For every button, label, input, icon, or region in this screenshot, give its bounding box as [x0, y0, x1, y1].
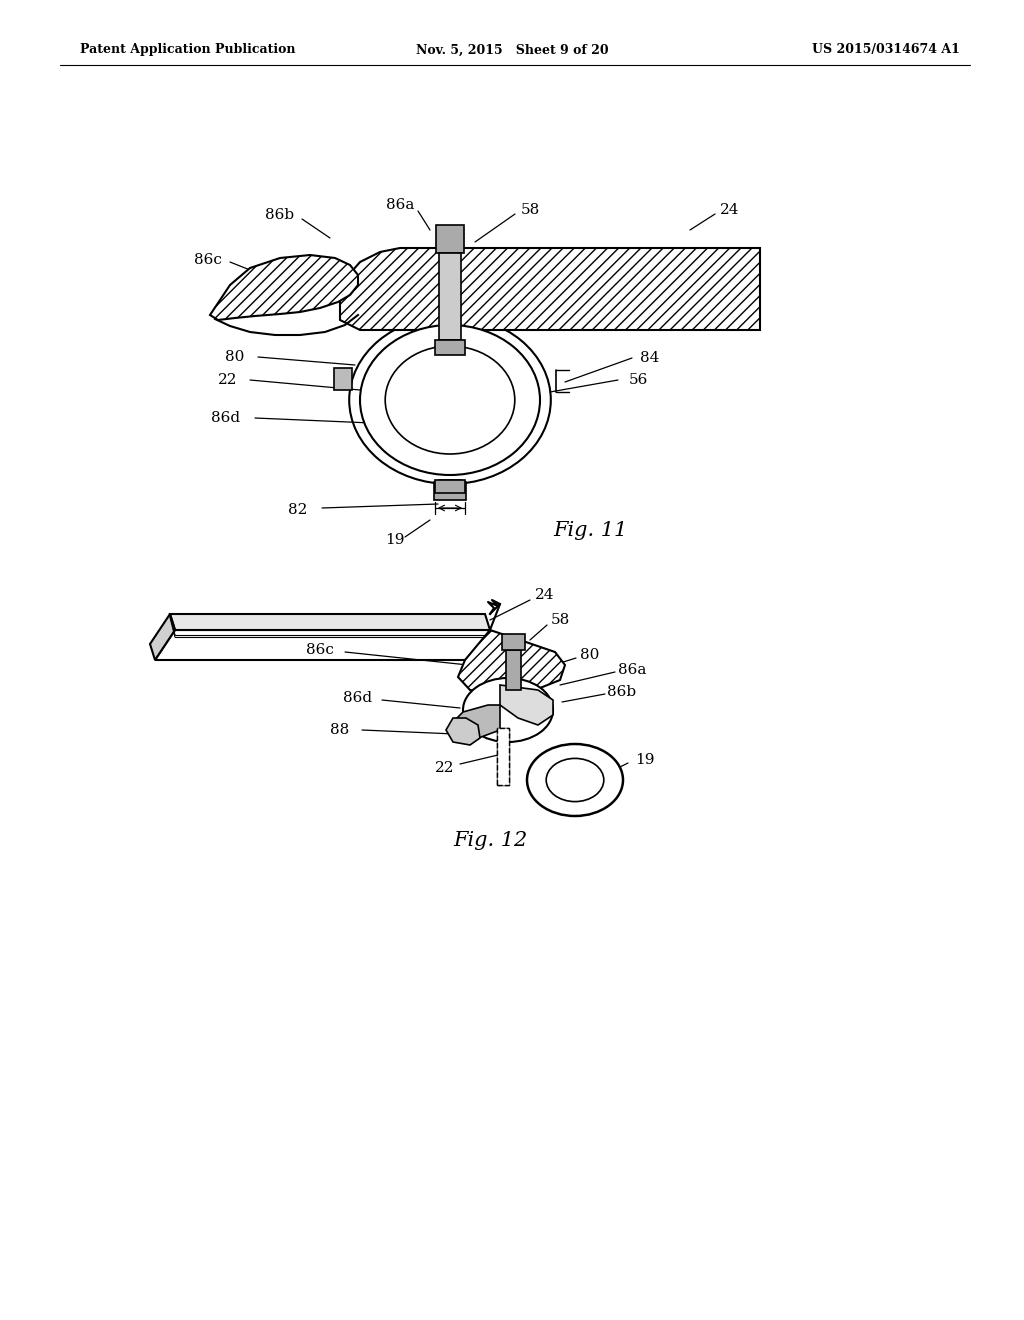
Polygon shape	[170, 614, 490, 630]
Ellipse shape	[463, 678, 553, 742]
Text: 86c: 86c	[195, 253, 222, 267]
Text: 58: 58	[520, 203, 540, 216]
Polygon shape	[150, 614, 175, 660]
Text: 86d: 86d	[211, 411, 241, 425]
Polygon shape	[434, 482, 466, 500]
Polygon shape	[453, 705, 500, 741]
Ellipse shape	[546, 759, 604, 801]
Text: Fig. 11: Fig. 11	[553, 520, 627, 540]
Text: 24: 24	[536, 587, 555, 602]
Text: Nov. 5, 2015   Sheet 9 of 20: Nov. 5, 2015 Sheet 9 of 20	[416, 44, 608, 57]
Text: 86a: 86a	[617, 663, 646, 677]
Polygon shape	[340, 248, 760, 330]
Polygon shape	[458, 630, 565, 696]
Text: 22: 22	[435, 762, 455, 775]
Text: 88: 88	[331, 723, 349, 737]
Text: 22: 22	[218, 374, 238, 387]
Polygon shape	[500, 685, 553, 725]
Text: 82: 82	[289, 503, 307, 517]
Polygon shape	[210, 255, 358, 319]
Text: 86c: 86c	[306, 643, 334, 657]
Polygon shape	[439, 253, 461, 341]
Polygon shape	[334, 368, 352, 389]
Polygon shape	[497, 729, 509, 785]
Text: 56: 56	[629, 374, 648, 387]
Polygon shape	[436, 224, 464, 253]
Text: Patent Application Publication: Patent Application Publication	[80, 44, 296, 57]
Polygon shape	[506, 649, 520, 690]
Text: 19: 19	[635, 752, 654, 767]
Bar	[497, 729, 509, 785]
Polygon shape	[502, 634, 524, 649]
Text: 58: 58	[550, 612, 569, 627]
Text: Fig. 12: Fig. 12	[453, 830, 527, 850]
Text: 19: 19	[385, 533, 404, 546]
Text: 80: 80	[581, 648, 600, 663]
Polygon shape	[435, 341, 465, 355]
Polygon shape	[435, 480, 465, 492]
Text: 86d: 86d	[343, 690, 373, 705]
Ellipse shape	[360, 325, 540, 475]
Polygon shape	[446, 718, 480, 744]
Polygon shape	[155, 630, 490, 660]
Text: 24: 24	[720, 203, 739, 216]
Polygon shape	[439, 480, 461, 482]
Text: 84: 84	[640, 351, 659, 366]
Ellipse shape	[349, 315, 551, 484]
Text: 86b: 86b	[607, 685, 637, 700]
Ellipse shape	[385, 346, 515, 454]
Text: 80: 80	[225, 350, 245, 364]
Ellipse shape	[527, 744, 623, 816]
Text: 86a: 86a	[386, 198, 414, 213]
Text: 86b: 86b	[265, 209, 295, 222]
Text: US 2015/0314674 A1: US 2015/0314674 A1	[812, 44, 961, 57]
